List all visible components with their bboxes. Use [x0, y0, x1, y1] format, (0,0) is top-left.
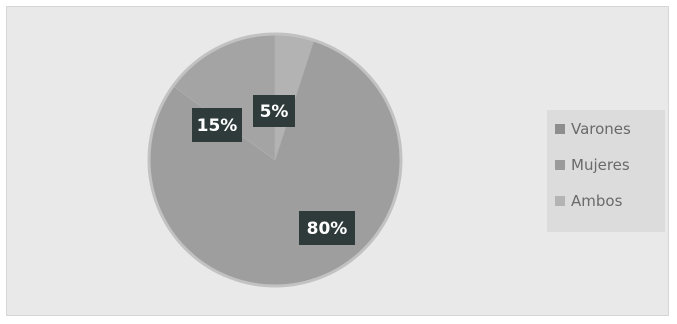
chart-area: 80% 15% 5% Varones Mujeres Ambos: [6, 6, 669, 316]
data-label-text: 15%: [197, 116, 238, 136]
data-label-ambos: 5%: [253, 95, 295, 127]
pie-slices: [147, 32, 403, 288]
legend-swatch-ambos: [555, 196, 565, 206]
data-label-box: [192, 108, 242, 142]
pie-chart: 80% 15% 5% Varones Mujeres Ambos: [147, 32, 665, 288]
data-label-mujeres: 15%: [192, 108, 242, 142]
legend-swatch-mujeres: [555, 160, 565, 170]
pie-rim: [147, 32, 403, 288]
data-label-text: 5%: [260, 102, 289, 122]
legend-label-mujeres: Mujeres: [571, 156, 630, 174]
legend-background: [547, 110, 665, 232]
data-label-text: 80%: [307, 219, 348, 239]
legend: Varones Mujeres Ambos: [547, 110, 665, 232]
legend-label-varones: Varones: [571, 120, 631, 138]
legend-label-ambos: Ambos: [571, 192, 623, 210]
data-label-box: [253, 95, 295, 127]
data-label-varones: 80%: [299, 211, 355, 245]
pie-data-labels: 80% 15% 5%: [192, 95, 355, 245]
legend-swatch-varones: [555, 124, 565, 134]
data-label-box: [299, 211, 355, 245]
